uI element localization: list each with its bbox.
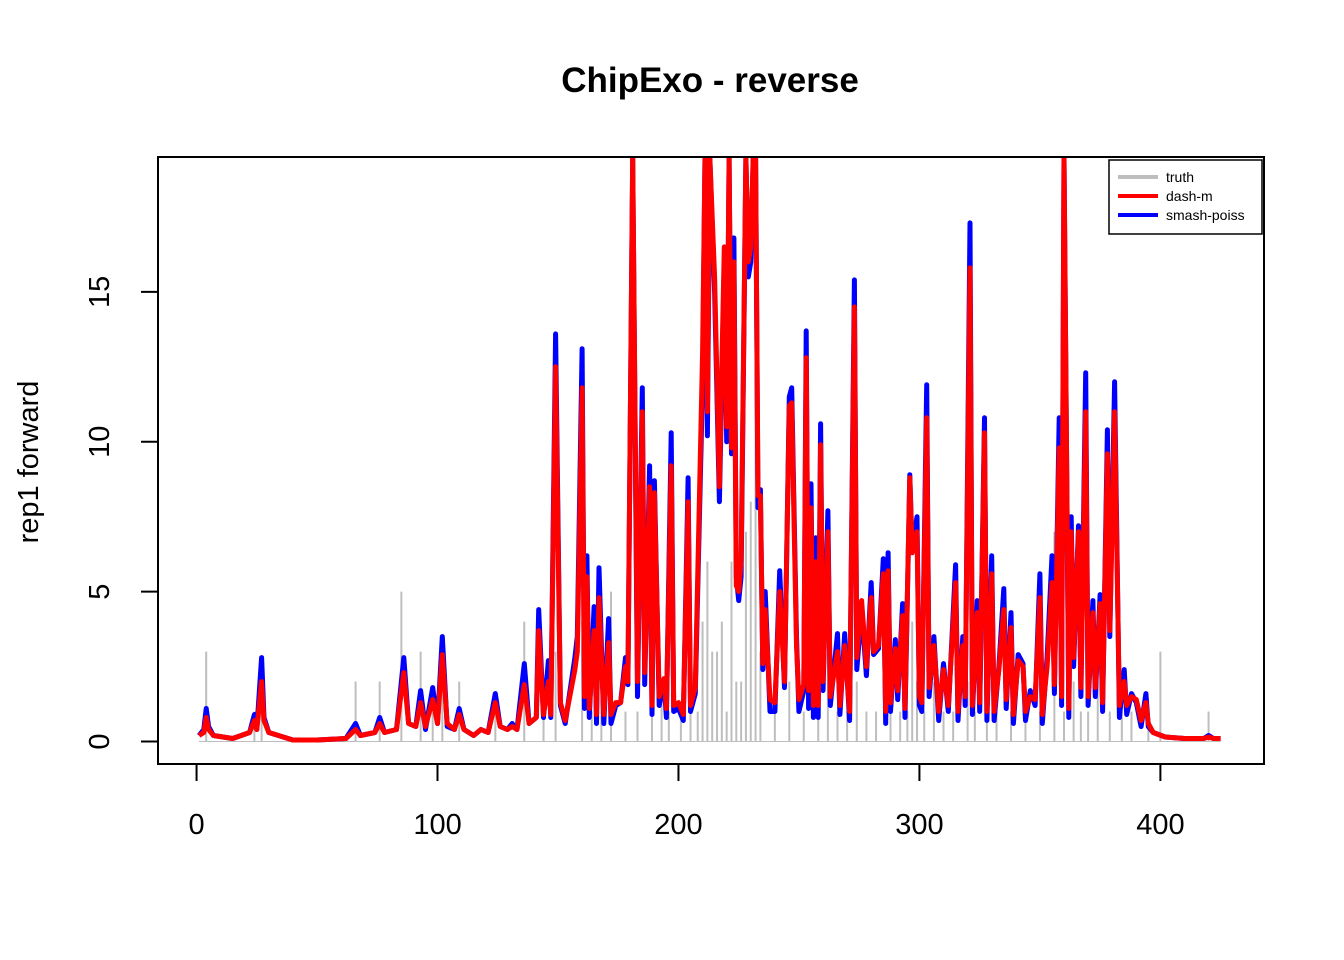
x-tick-label: 0 [188, 809, 204, 841]
legend-label-dash-m: dash-m [1166, 188, 1213, 204]
x-tick-label: 300 [895, 809, 943, 841]
series-lines [197, 157, 1221, 743]
y-tick-label: 0 [84, 733, 116, 749]
y-axis: 0 5 10 15 [84, 276, 159, 750]
x-tick-label: 200 [654, 809, 702, 841]
legend-label-truth: truth [1166, 169, 1194, 185]
y-tick-label: 15 [84, 276, 116, 308]
x-axis: 0 100 200 300 400 [188, 763, 1185, 841]
chart-title: ChipExo - reverse [561, 61, 859, 100]
legend-label-smash-poiss: smash-poiss [1166, 207, 1245, 223]
y-tick-label: 5 [84, 584, 116, 600]
y-tick-label: 10 [84, 426, 116, 458]
y-axis-label: rep1 forward [13, 381, 45, 544]
series-line-dash-m [197, 157, 1221, 743]
x-tick-label: 400 [1136, 809, 1184, 841]
x-tick-label: 100 [413, 809, 461, 841]
legend: truth dash-m smash-poiss [1108, 159, 1263, 235]
